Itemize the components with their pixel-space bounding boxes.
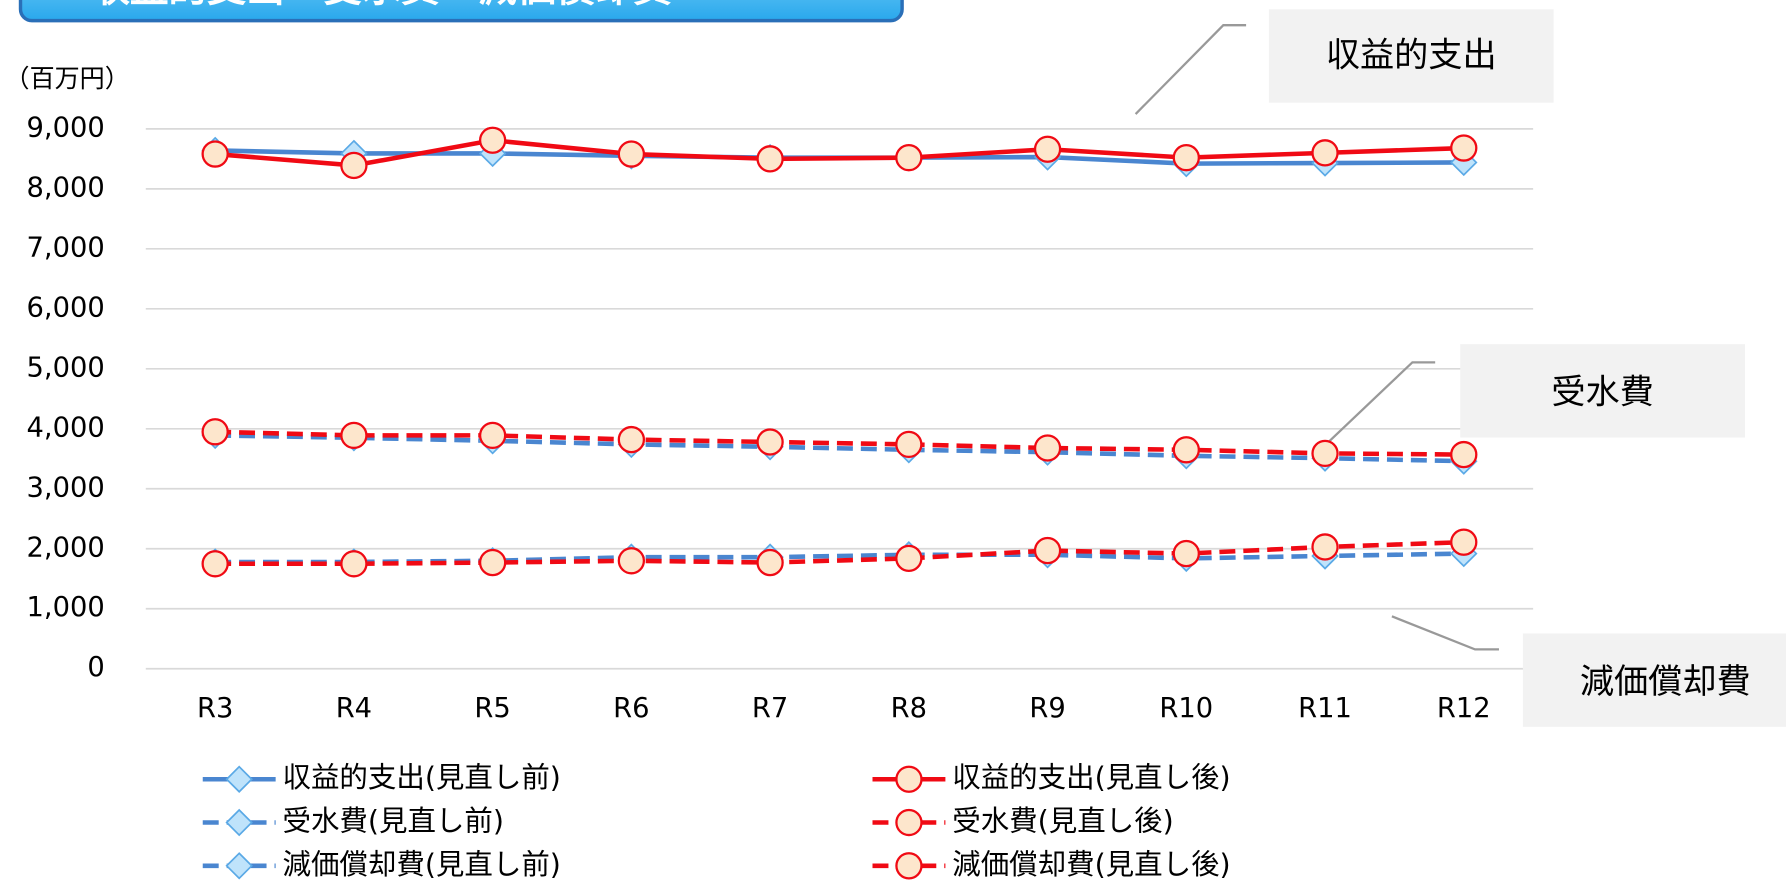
x-tick-label: R10 bbox=[1159, 693, 1213, 724]
callout-label: 減価償却費 bbox=[1580, 662, 1751, 702]
data-point bbox=[478, 548, 507, 577]
x-tick-label: R5 bbox=[474, 693, 510, 724]
data-point bbox=[478, 126, 507, 154]
legend-label: 収益的支出(見直し後) bbox=[952, 761, 1230, 794]
x-tick-label: R7 bbox=[752, 693, 788, 724]
series-line bbox=[214, 137, 1464, 168]
data-point bbox=[340, 151, 368, 180]
data-point bbox=[617, 425, 646, 454]
data-point bbox=[1033, 135, 1062, 163]
unit-label: （百万円） bbox=[5, 64, 130, 93]
y-tick-label: 6,000 bbox=[27, 292, 105, 323]
data-point bbox=[340, 550, 368, 578]
data-point bbox=[1172, 143, 1200, 172]
x-tick-label: R8 bbox=[891, 693, 927, 724]
y-tick-label: 5,000 bbox=[27, 352, 105, 383]
data-point bbox=[756, 428, 784, 456]
series-line bbox=[215, 433, 1464, 464]
legend-marker bbox=[225, 852, 253, 880]
legend-item: 収益的支出(見直し前) bbox=[202, 761, 561, 794]
data-point bbox=[201, 140, 229, 168]
x-tick-label: R3 bbox=[197, 693, 233, 724]
callout-leader bbox=[1134, 24, 1247, 115]
y-tick-label: 3,000 bbox=[27, 472, 105, 503]
data-point bbox=[1172, 436, 1200, 464]
series-line bbox=[215, 429, 1464, 457]
y-tick-label: 8,000 bbox=[27, 172, 105, 203]
data-point bbox=[201, 418, 229, 446]
y-tick-label: 4,000 bbox=[27, 412, 105, 443]
legend-label: 受水費(見直し前) bbox=[282, 805, 504, 838]
legend-marker bbox=[225, 765, 253, 793]
legend-marker bbox=[895, 808, 923, 837]
data-point bbox=[1311, 439, 1339, 468]
data-point bbox=[895, 143, 923, 172]
callout-leader bbox=[1391, 615, 1499, 651]
series-line bbox=[215, 539, 1464, 567]
x-tick-label: R4 bbox=[336, 693, 372, 724]
data-point bbox=[895, 430, 923, 459]
callout-box bbox=[1460, 344, 1745, 438]
callout-box bbox=[1522, 633, 1786, 727]
data-point bbox=[478, 421, 507, 450]
legend-marker bbox=[225, 808, 253, 837]
data-point bbox=[756, 548, 784, 577]
legend-item: 減価償却費(見直し前) bbox=[202, 848, 561, 881]
data-point bbox=[1450, 528, 1478, 556]
callout-leader bbox=[1322, 361, 1436, 448]
legend-label: 減価償却費(見直し前) bbox=[282, 848, 560, 881]
legend-item: 受水費(見直し後) bbox=[872, 805, 1174, 838]
legend-item: 減価償却費(見直し後) bbox=[872, 848, 1231, 881]
x-tick-label: R9 bbox=[1029, 693, 1065, 724]
data-point bbox=[895, 544, 923, 573]
callout-label: 収益的支出 bbox=[1326, 36, 1497, 76]
data-point bbox=[1033, 536, 1062, 565]
legend-marker bbox=[895, 765, 923, 793]
legend-label: 受水費(見直し後) bbox=[952, 805, 1174, 838]
legend-label: 減価償却費(見直し後) bbox=[952, 848, 1230, 881]
data-point bbox=[617, 140, 646, 168]
data-point bbox=[1311, 533, 1339, 561]
x-tick-label: R6 bbox=[613, 693, 649, 724]
data-point bbox=[201, 550, 229, 578]
x-tick-label: R12 bbox=[1437, 693, 1491, 724]
chart-title: 収益的支出・受水費・減価償却費 bbox=[91, 0, 672, 12]
legend-label: 収益的支出(見直し前) bbox=[282, 761, 560, 794]
y-tick-label: 2,000 bbox=[27, 532, 105, 563]
legend-item: 受水費(見直し前) bbox=[202, 805, 504, 838]
data-point bbox=[756, 145, 784, 173]
data-point bbox=[1450, 440, 1478, 469]
y-tick-label: 1,000 bbox=[27, 592, 105, 623]
data-point bbox=[340, 421, 368, 450]
y-tick-label: 0 bbox=[87, 652, 104, 683]
y-tick-label: 7,000 bbox=[27, 232, 105, 263]
callout-box bbox=[1268, 9, 1554, 103]
data-point bbox=[1311, 139, 1339, 167]
y-tick-label: 9,000 bbox=[27, 112, 105, 143]
series-line bbox=[215, 551, 1464, 565]
data-point bbox=[1172, 539, 1200, 568]
data-point bbox=[1033, 434, 1062, 462]
legend-marker bbox=[895, 852, 923, 880]
legend-item: 収益的支出(見直し後) bbox=[872, 761, 1231, 794]
callout-label: 受水費 bbox=[1551, 373, 1653, 413]
data-point bbox=[617, 547, 646, 575]
x-tick-label: R11 bbox=[1298, 693, 1352, 724]
title-box bbox=[18, 0, 904, 23]
data-point bbox=[1450, 134, 1478, 162]
